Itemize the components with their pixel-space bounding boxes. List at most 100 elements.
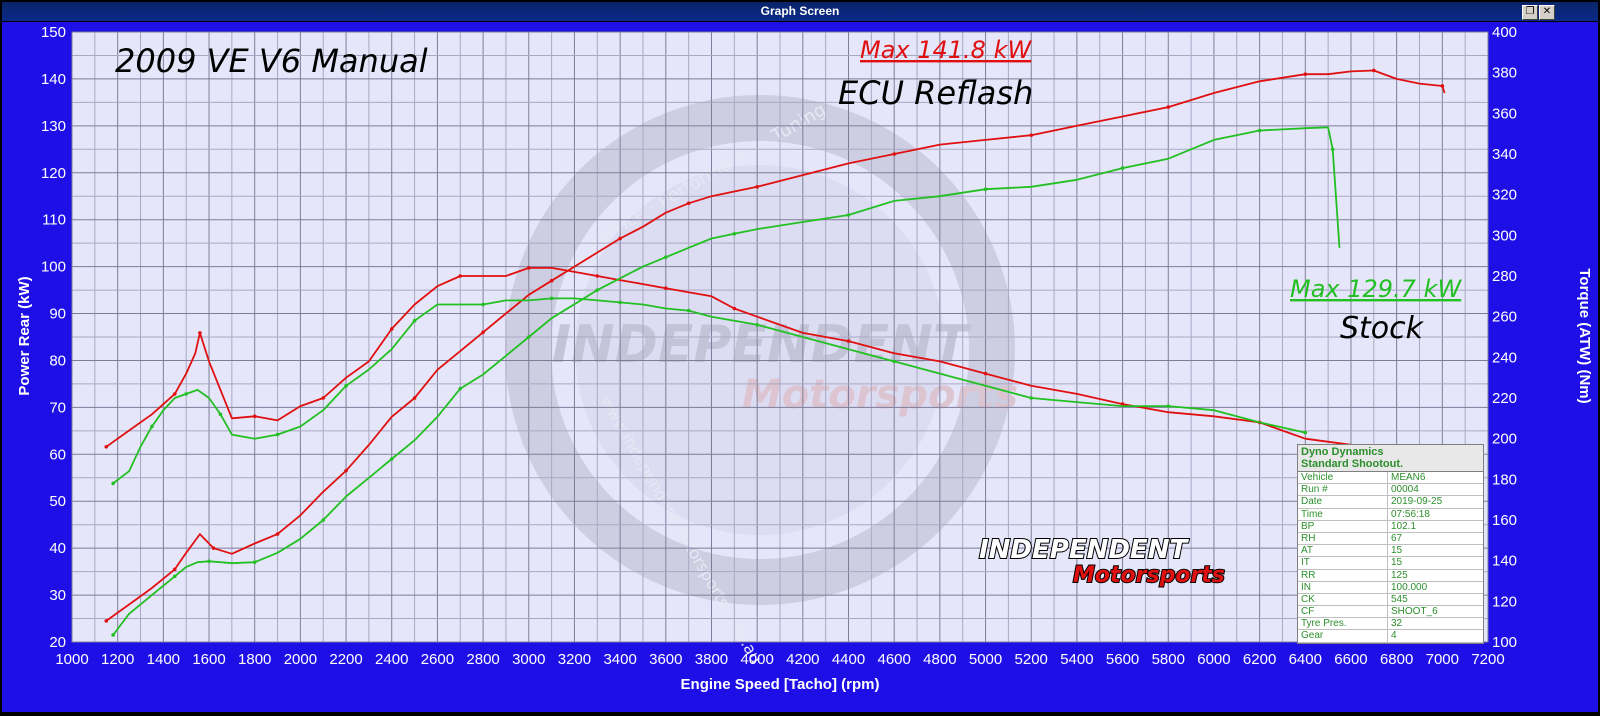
run-info-key: IN [1298, 581, 1388, 593]
y2-tick-label: 180 [1492, 471, 1517, 488]
x-tick-label: 5800 [1152, 651, 1185, 668]
x-axis-label: Engine Speed [Tacho] (rpm) [681, 676, 880, 693]
run-info-value: 102.1 [1391, 520, 1417, 532]
run-info-key: Gear [1298, 630, 1388, 642]
watermark-ring [505, 95, 1015, 605]
series-point [389, 457, 394, 461]
series-point [412, 318, 417, 323]
run-info-value: 125 [1391, 569, 1408, 581]
run-info-row: Gear 4 [1298, 630, 1483, 643]
window-titlebar: Graph Screen ❐ ✕ [2, 2, 1598, 21]
run-info-row: IN 100.000 [1298, 581, 1483, 594]
series-point [892, 152, 896, 156]
x-tick-label: 3400 [603, 651, 636, 668]
run-info-row: RR 125 [1298, 569, 1483, 582]
series-point [526, 266, 531, 270]
x-tick-label: 6400 [1289, 651, 1322, 668]
run-info-header-line2: Standard Shootout. [1301, 458, 1404, 470]
run-info-value: 00004 [1391, 484, 1419, 496]
x-tick-label: 5400 [1060, 651, 1093, 668]
y2-tick-label: 120 [1492, 593, 1517, 610]
series-point [549, 278, 554, 283]
x-tick-label: 1200 [101, 651, 134, 668]
series-point [252, 414, 257, 419]
x-tick-label: 3600 [649, 651, 682, 668]
series-line-ecu-reflash-torque [105, 266, 1393, 450]
y-tick-label: 120 [41, 165, 66, 182]
series-point [755, 185, 759, 189]
series-point [275, 532, 280, 536]
y-tick-label: 90 [49, 306, 66, 323]
run-info-row: IT 15 [1298, 557, 1483, 570]
series-point [595, 288, 600, 292]
run-info-row: Run #00004 [1298, 484, 1483, 497]
series-point [595, 274, 600, 278]
x-tick-label: 1800 [238, 651, 271, 668]
y-tick-label: 20 [49, 634, 66, 651]
run-info-value: 4 [1391, 630, 1397, 642]
x-tick-label: 5000 [969, 651, 1002, 668]
series-point [458, 274, 463, 278]
run-info-value: 15 [1391, 557, 1403, 569]
run-info-row: Vehicle MEAN6 [1298, 472, 1483, 485]
y2-tick-label: 320 [1492, 187, 1517, 204]
run-info-value: 32 [1391, 618, 1403, 630]
series-point [104, 619, 109, 623]
series-point [664, 255, 668, 260]
x-tick-label: 2000 [284, 651, 317, 668]
series-point [207, 559, 211, 564]
y2-tick-label: 160 [1492, 512, 1517, 529]
plot-border [71, 31, 1489, 643]
series-point [321, 518, 326, 522]
run-info-key: BP [1298, 520, 1388, 532]
y2-tick-label: 340 [1492, 146, 1517, 163]
y-tick-label: 30 [49, 587, 66, 604]
series-point [983, 371, 988, 376]
y2-tick-label: 380 [1492, 65, 1517, 82]
series-point [686, 308, 691, 313]
y2-tick-label: 140 [1492, 553, 1517, 570]
run-info-key: RH [1298, 532, 1388, 545]
run-info-value: 100.000 [1391, 581, 1428, 593]
series-point [846, 213, 851, 217]
logo-line2: Motorsports [1073, 563, 1225, 588]
y-tick-label: 50 [49, 493, 66, 510]
run-info-key: Vehicle [1298, 472, 1388, 484]
annotation-stock: Stock [1340, 311, 1425, 346]
run-info-key: Run # [1298, 484, 1388, 496]
run-info-value: 67 [1391, 532, 1403, 544]
run-info-row: CK 545 [1298, 593, 1483, 607]
series-line-stock-torque [112, 297, 1306, 485]
series-point [481, 302, 485, 307]
x-tick-label: 1400 [147, 651, 180, 668]
run-info-value: SHOOT_6 [1391, 606, 1438, 618]
series-point [1372, 68, 1376, 73]
series-point [111, 633, 115, 637]
run-info-value: 2019-09-25 [1391, 496, 1443, 508]
y-tick-label: 80 [49, 352, 66, 369]
series-point [211, 546, 216, 550]
annotation-ecu-reflash: ECU Reflash [838, 74, 1033, 112]
restore-icon[interactable]: ❐ [1522, 5, 1538, 20]
series-point [732, 231, 737, 236]
series-point [321, 396, 326, 400]
y2-tick-label: 300 [1492, 227, 1517, 244]
series-point [1303, 72, 1308, 77]
y2-tick-label: 220 [1492, 390, 1517, 407]
x-tick-label: 3200 [558, 651, 591, 668]
x-tick-label: 3000 [512, 651, 545, 668]
y-tick-label: 150 [41, 24, 66, 41]
series-point [412, 396, 417, 400]
run-info-row: AT 15 [1298, 545, 1483, 558]
close-icon[interactable]: ✕ [1539, 5, 1555, 20]
series-point [344, 384, 348, 388]
x-tick-label: 4200 [786, 651, 819, 668]
x-tick-label: 4400 [832, 651, 865, 668]
run-info-header: Dyno Dynamics Standard Shootout. [1298, 445, 1483, 472]
x-tick-label: 4800 [923, 651, 956, 668]
x-tick-label: 1000 [55, 651, 88, 668]
x-tick-label: 7200 [1471, 651, 1504, 668]
run-info-row: Time 07:56:18 [1298, 508, 1483, 521]
series-point [1120, 166, 1125, 170]
y2-tick-label: 200 [1492, 431, 1517, 448]
